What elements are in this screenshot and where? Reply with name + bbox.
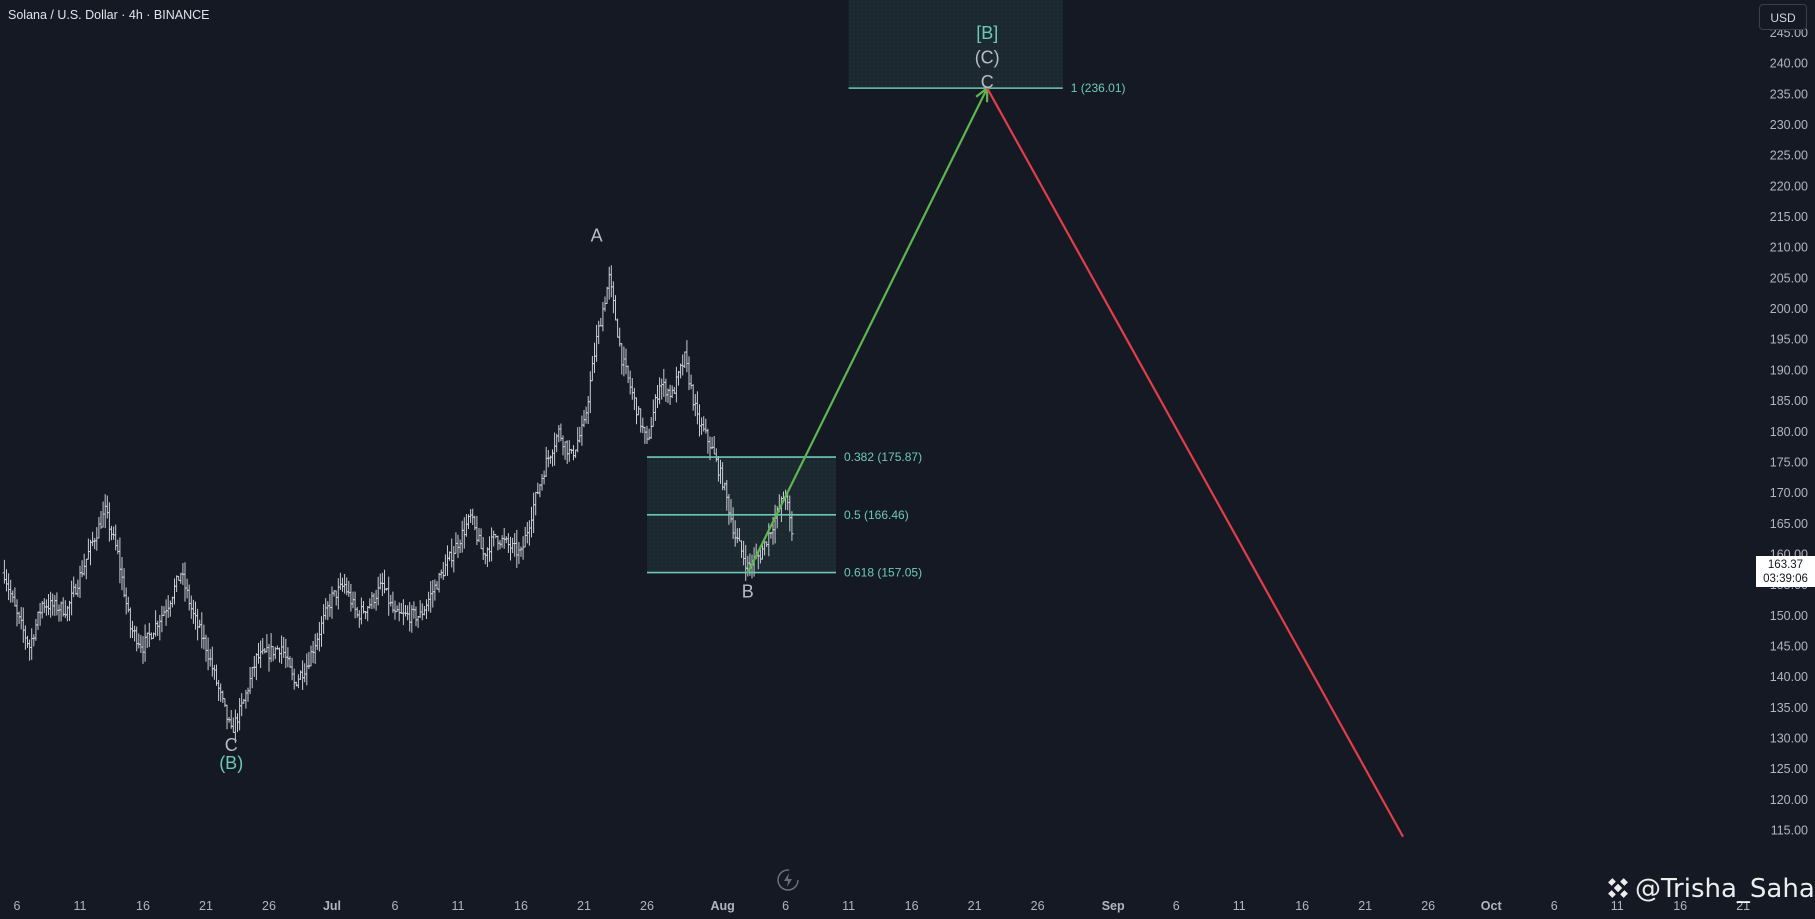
y-axis-tick-label: 150.00 [1770,609,1808,623]
x-axis-tick-label: 21 [968,899,982,913]
y-axis-tick-label: 185.00 [1770,394,1808,408]
x-axis-tick-label: 16 [514,899,528,913]
wave-labels: AC(B)B[B](C)C [219,23,1000,773]
x-axis-tick-label: 21 [199,899,213,913]
y-axis-tick-label: 180.00 [1770,425,1808,439]
x-axis: 6 11 16 21 26 Jul 6 11 16 21 26 Aug 6 11 16 21 26 Sep 6 11 1… [14,899,1751,913]
x-axis-tick-label: 11 [452,899,465,913]
binance-logo-icon [1608,878,1628,898]
x-axis-tick-label: 16 [1673,899,1687,913]
author-watermark: @Trisha_Saha [1605,874,1815,904]
fib-retracement-level-label: 0.618 (157.05) [844,566,922,580]
wave-label: A [591,226,603,246]
fib-levels: 0.382 (175.87) 0.5 (166.46) 0.618 (157.05)… [647,81,1126,580]
y-axis-tick-label: 230.00 [1770,118,1808,132]
x-axis-tick-label: 11 [74,899,87,913]
replay-icon[interactable] [776,868,800,892]
x-axis-tick-label: 16 [136,899,150,913]
x-axis-tick-label: 6 [782,899,789,913]
x-axis-tick-label: 16 [905,899,919,913]
x-axis-tick-label: 26 [640,899,654,913]
y-axis-tick-label: 195.00 [1770,333,1808,347]
y-axis-tick-label: 145.00 [1770,639,1808,653]
y-axis-tick-label: 125.00 [1770,762,1808,776]
y-axis: 115.00 120.00 125.00 130.00 135.00 140.00 145.… [1770,26,1808,838]
x-axis-tick-label: 6 [1551,899,1558,913]
x-axis-tick-label: 11 [1611,899,1624,913]
y-axis-tick-label: 115.00 [1771,824,1808,838]
y-axis-tick-label: 130.00 [1770,732,1808,746]
y-axis-tick-label: 240.00 [1770,57,1808,71]
fib-zones [647,0,1063,573]
wave-label: [B] [976,23,998,43]
y-axis-tick-label: 235.00 [1770,87,1808,101]
y-axis-tick-label: 135.00 [1770,701,1808,715]
fib-retracement-level-label: 0.5 (166.46) [844,508,909,522]
x-axis-tick-label: 6 [392,899,399,913]
bar-countdown: 03:39:06 [1763,573,1808,585]
y-axis-tick-label: 205.00 [1770,271,1808,285]
y-axis-tick-label: 210.00 [1770,241,1808,255]
y-axis-tick-label: 220.00 [1770,179,1808,193]
x-axis-tick-label: 6 [14,899,21,913]
wave-label: (B) [219,753,243,773]
wave-label: (C) [975,48,1000,68]
fib-extension-zone [848,0,1063,89]
fib-retracement-level-label: 0.382 (175.87) [844,450,922,464]
x-axis-tick-label: Sep [1102,899,1125,913]
last-price-tag: 163.37 03:39:06 [1756,556,1815,587]
x-axis-tick-label: Jul [323,899,341,913]
y-axis-tick-label: 175.00 [1770,455,1808,469]
price-bars [2,265,794,744]
y-axis-tick-label: 225.00 [1770,149,1808,163]
wave-label: C [981,72,994,92]
y-axis-tick-label: 190.00 [1770,363,1808,377]
fib-extension-level-label: 1 (236.01) [1071,81,1126,95]
y-axis-tick-label: 120.00 [1770,793,1808,807]
x-axis-tick-label: 26 [1421,899,1435,913]
x-axis-tick-label: Oct [1481,899,1503,913]
x-axis-tick-label: 21 [1358,899,1372,913]
y-axis-tick-label: 200.00 [1770,302,1808,316]
x-axis-tick-label: 11 [1233,899,1246,913]
wave-label: C [225,735,238,755]
x-axis-tick-label: 26 [1031,899,1045,913]
projection-lines [746,85,1404,838]
x-axis-tick-label: 21 [1736,899,1750,913]
projection-down-line [986,87,1404,838]
wave-label: B [742,581,754,601]
chart-title: Solana / U.S. Dollar · 4h · BINANCE [8,8,210,22]
y-axis-tick-label: 170.00 [1770,486,1808,500]
x-axis-tick-label: 11 [842,899,855,913]
x-axis-tick-label: 6 [1173,899,1180,913]
last-price-value: 163.37 [1767,559,1804,571]
x-axis-tick-label: Aug [710,899,734,913]
y-axis-tick-label: 215.00 [1770,210,1808,224]
x-axis-tick-label: 21 [577,899,591,913]
y-axis-tick-label: 140.00 [1770,670,1808,684]
watermark-text: @Trisha_Saha [1635,874,1815,904]
x-axis-tick-label: 26 [262,899,276,913]
y-axis-tick-label: 165.00 [1770,517,1808,531]
projection-up-arrow [746,87,989,574]
x-axis-tick-label: 16 [1295,899,1309,913]
currency-button[interactable]: USD [1759,4,1807,30]
